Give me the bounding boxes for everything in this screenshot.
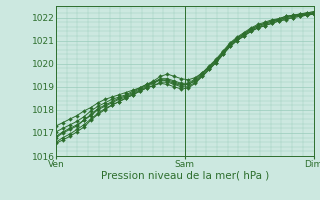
- X-axis label: Pression niveau de la mer( hPa ): Pression niveau de la mer( hPa ): [101, 171, 269, 181]
